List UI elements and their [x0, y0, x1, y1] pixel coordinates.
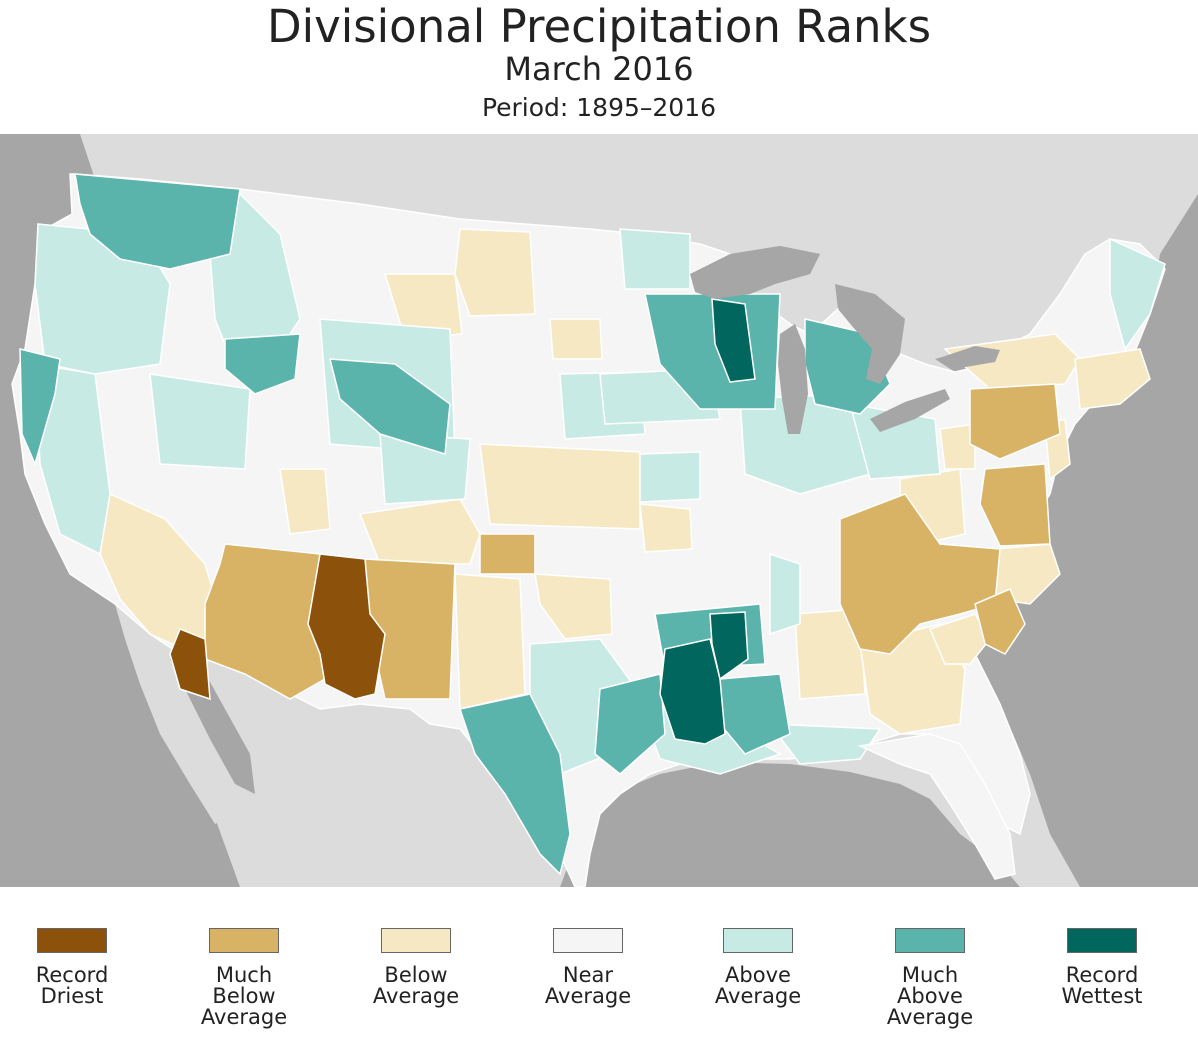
map-header: Divisional Precipitation Ranks March 201…	[0, 0, 1198, 134]
map-panel	[0, 134, 1198, 887]
legend-label-much-below: Much Below Average	[200, 963, 288, 1029]
legend-label-near: Near Average	[544, 963, 632, 1008]
region-record-driest	[307, 553, 386, 700]
region-al-south	[768, 723, 882, 765]
region-sc-west	[928, 613, 991, 665]
us-division-map	[0, 134, 1198, 887]
region-idaho-south	[224, 333, 301, 395]
legend-item-much-above: Much Above Average	[858, 927, 1008, 1037]
legend-swatch-much-above	[895, 928, 965, 953]
region-ok-central	[479, 533, 536, 575]
region-virginia	[979, 463, 1051, 547]
legend-label-record-driest: Record Driest	[35, 963, 109, 1008]
region-washington	[74, 173, 241, 270]
region-eastern-nm	[454, 573, 526, 710]
lake-michigan-top	[778, 324, 808, 434]
legend-swatch-above	[723, 928, 793, 953]
legend: Record Driest Much Below Average Below A…	[0, 887, 1198, 1038]
below-average-regions	[99, 228, 1151, 735]
region-oregon-coast	[19, 348, 61, 467]
region-maine	[1109, 237, 1166, 351]
lake-erie-top	[870, 389, 950, 432]
gulf-of-mexico	[560, 762, 1020, 887]
region-ms-delta	[709, 611, 749, 681]
region-kentucky-tn	[839, 493, 1001, 655]
baja-peninsula	[115, 604, 235, 824]
region-wisconsin-central	[711, 298, 756, 383]
region-oklahoma	[534, 573, 613, 640]
legend-swatch-record-driest	[37, 928, 107, 953]
much-below-average-regions	[204, 383, 1061, 700]
region-minnesota-north	[619, 228, 691, 290]
map-subtitle: March 2016	[504, 50, 694, 88]
map-period: Period: 1895–2016	[481, 93, 717, 122]
region-sd-east	[549, 318, 603, 360]
region-utah-east	[279, 468, 331, 535]
region-alabama	[794, 608, 866, 700]
legend-swatch-much-below	[209, 928, 279, 953]
region-texas-east	[594, 673, 666, 775]
lake-superior-top	[690, 246, 820, 299]
legend-item-above: Above Average	[686, 927, 836, 1037]
region-cali-central	[34, 363, 111, 556]
region-missouri-west	[639, 503, 693, 553]
lake-ontario-top	[945, 346, 1000, 368]
above-average-regions	[34, 193, 1166, 775]
legend-label-record-wettest: Record Wettest	[1061, 963, 1143, 1008]
region-dakota-west	[454, 228, 536, 317]
legend-item-record-wettest: Record Wettest	[1030, 927, 1180, 1037]
region-pennsylvania	[969, 383, 1061, 460]
region-kansas	[479, 443, 641, 530]
region-record-driest-sw-az	[169, 628, 211, 701]
legend-item-below: Below Average	[344, 927, 494, 1037]
region-montana-east	[383, 273, 463, 340]
legend-swatch-record-wettest	[1067, 928, 1137, 953]
record-wettest-regions	[659, 298, 756, 745]
florida-peninsula	[857, 733, 1016, 880]
region-ohio-east	[939, 423, 976, 470]
region-kansas-east	[639, 451, 701, 503]
legend-item-near: Near Average	[516, 927, 666, 1037]
legend-label-much-above: Much Above Average	[886, 963, 974, 1029]
legend-item-much-below: Much Below Average	[172, 927, 322, 1037]
legend-label-above: Above Average	[714, 963, 802, 1008]
legend-item-record-driest: Record Driest	[0, 927, 150, 1037]
region-sc-east	[974, 588, 1026, 655]
region-nevada-north	[149, 373, 251, 470]
legend-swatch-near	[553, 928, 623, 953]
region-new-england	[1074, 348, 1151, 410]
pacific-ocean	[0, 134, 240, 887]
region-tn-west	[769, 552, 801, 636]
legend-swatch-below	[381, 928, 451, 953]
region-texas-south	[459, 693, 571, 876]
region-colorado-central	[358, 498, 481, 565]
legend-label-below: Below Average	[372, 963, 460, 1008]
map-title: Divisional Precipitation Ranks	[266, 0, 932, 53]
lake-huron-top	[838, 299, 900, 384]
region-wyoming-west	[329, 358, 451, 455]
